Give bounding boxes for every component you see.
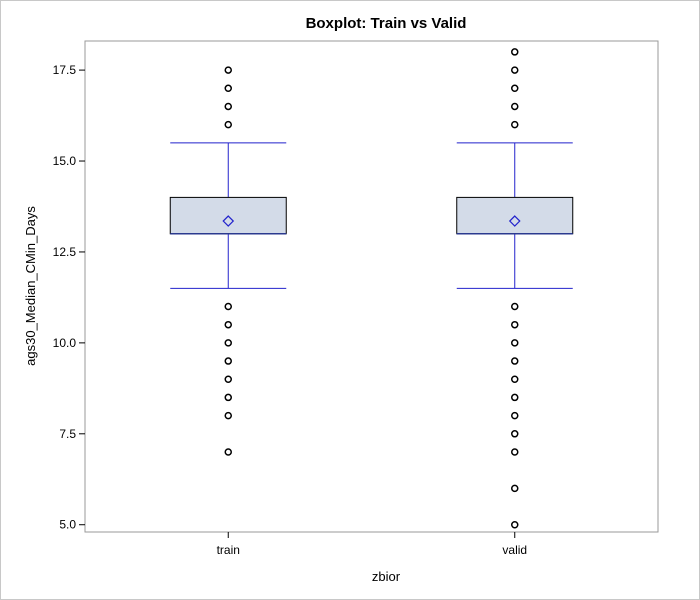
y-axis: 5.0 7.5 10.0 12.5 15.0 17.5 <box>53 63 85 532</box>
outlier-point <box>224 375 232 383</box>
chart-title: Boxplot: Train vs Valid <box>306 15 467 32</box>
y-tick-label: 7.5 <box>59 427 76 441</box>
y-tick-label: 10.0 <box>53 336 77 350</box>
outlier-point <box>511 320 519 329</box>
outlier-point <box>511 484 519 493</box>
outlier-point <box>511 66 519 74</box>
x-axis-label: zbior <box>372 569 401 584</box>
outlier-point <box>511 302 519 311</box>
outlier-point <box>511 120 519 129</box>
outlier-point <box>224 302 232 311</box>
box-group-train <box>169 66 287 456</box>
outlier-point <box>511 448 519 456</box>
outlier-point <box>511 375 519 383</box>
y-tick-label: 12.5 <box>53 245 77 259</box>
mean-marker <box>508 215 521 227</box>
outlier-point <box>224 411 232 420</box>
mean-marker <box>222 215 235 227</box>
x-tick-label: train <box>217 543 240 557</box>
x-axis: train valid <box>217 532 527 557</box>
outlier-point <box>511 357 519 365</box>
outlier-point <box>224 357 232 365</box>
outlier-point <box>511 411 519 420</box>
outlier-point <box>511 84 519 93</box>
outlier-point <box>224 66 232 74</box>
y-axis-label: ags30_Median_CMin_Days <box>23 206 38 366</box>
outlier-point <box>224 120 232 129</box>
outlier-point <box>224 102 232 111</box>
outlier-point <box>224 320 232 329</box>
outlier-point <box>224 339 232 347</box>
outlier-point <box>224 393 232 402</box>
outlier-point <box>511 520 519 529</box>
plot-frame <box>84 40 659 533</box>
outlier-point <box>511 102 519 111</box>
outlier-point <box>224 448 232 456</box>
y-tick-label: 5.0 <box>59 518 76 532</box>
x-tick-label: valid <box>502 543 527 557</box>
outlier-point <box>224 84 232 93</box>
outlier-point <box>511 48 519 56</box>
box-series <box>169 48 574 529</box>
box-group-valid <box>456 48 574 529</box>
y-tick-label: 15.0 <box>53 154 77 168</box>
outlier-point <box>511 430 519 438</box>
outlier-point <box>511 393 519 402</box>
y-tick-label: 17.5 <box>53 63 77 77</box>
outlier-point <box>511 339 519 347</box>
